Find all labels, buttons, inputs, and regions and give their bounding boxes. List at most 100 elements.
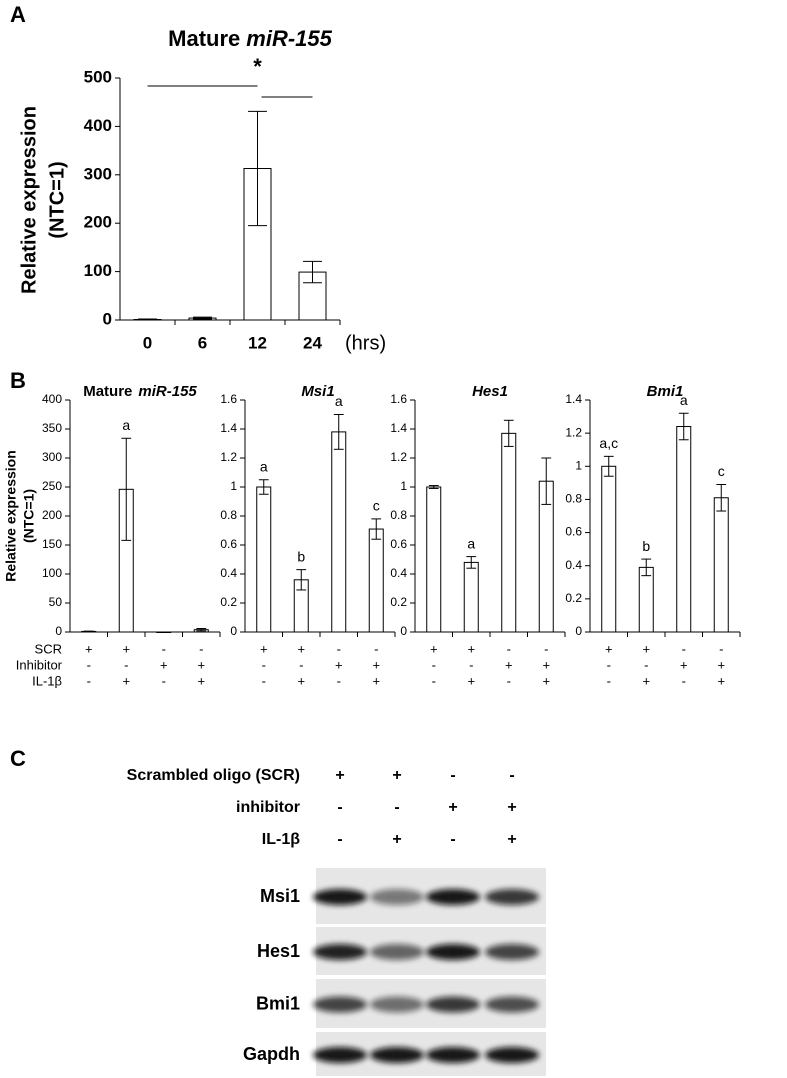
condition-sign: -: [682, 673, 686, 688]
y-tick-label: 350: [42, 421, 62, 435]
condition-sign: -: [469, 657, 473, 672]
y-tick-label: 300: [84, 164, 112, 183]
error-bar: [371, 518, 382, 540]
x-tick-label: 12: [248, 333, 267, 352]
blot-band: [485, 944, 539, 960]
y-tick-label: 1.4: [220, 421, 237, 435]
condition-sign: +: [372, 657, 380, 672]
group-letter: a: [467, 535, 475, 551]
group-letter: a: [122, 417, 130, 433]
condition-label: IL-1β: [32, 673, 62, 688]
title-part: Mature: [83, 383, 132, 400]
blot-band: [485, 996, 539, 1013]
y-tick-label: 0: [103, 309, 112, 328]
condition-sign: -: [682, 641, 686, 656]
chart-title: Msi1: [301, 383, 334, 400]
blot-band: [370, 1047, 424, 1063]
y-tick-label: 0.6: [390, 537, 407, 551]
error-bar: [248, 110, 267, 227]
x-axis-label: (hrs): [345, 332, 386, 354]
y-tick-label: 1.4: [565, 392, 582, 406]
condition-sign: -: [337, 641, 341, 656]
y-axis-label: Relative expression: [3, 450, 19, 582]
y-tick-label: 0.6: [565, 525, 582, 539]
blot-band: [485, 1047, 539, 1063]
condition-sign: -: [507, 673, 511, 688]
bar: [368, 528, 384, 633]
bar: [463, 561, 479, 633]
condition-label: SCR: [35, 641, 62, 656]
error-bar: [603, 455, 614, 477]
condition-sign: -: [124, 657, 128, 672]
blot-condition-sign: -: [394, 799, 399, 816]
condition-sign: -: [299, 657, 303, 672]
blot-band: [370, 889, 424, 905]
condition-sign: -: [87, 657, 91, 672]
y-axis-label: (NTC=1): [21, 489, 37, 543]
blot-band: [426, 944, 480, 960]
blot-condition-sign: +: [335, 767, 344, 784]
y-tick-label: 0.4: [565, 558, 582, 572]
y-tick-label: 0: [230, 624, 237, 638]
condition-sign: +: [542, 657, 550, 672]
panel-label: A: [10, 2, 26, 27]
blot-condition-sign: +: [507, 799, 516, 816]
y-tick-label: 0: [575, 624, 582, 638]
condition-sign: +: [680, 657, 688, 672]
group-letter: b: [297, 548, 305, 564]
y-tick-label: 200: [42, 508, 62, 522]
blot-band: [313, 996, 367, 1013]
y-tick-label: 0.4: [220, 566, 237, 580]
y-tick-label: 0.2: [220, 595, 237, 609]
condition-sign: +: [717, 673, 725, 688]
x-tick-label: 6: [198, 333, 207, 352]
protein-label: Bmi1: [256, 993, 300, 1013]
protein-label: Msi1: [260, 886, 300, 906]
group-letter: c: [373, 498, 380, 514]
blot-condition-label: Scrambled oligo (SCR): [127, 767, 300, 784]
y-tick-label: 500: [84, 67, 112, 86]
group-letter: a,c: [599, 435, 618, 451]
title-part: Hes1: [472, 383, 508, 400]
error-bar: [193, 316, 212, 320]
bar: [331, 431, 347, 633]
blot-band: [426, 996, 480, 1013]
error-bar: [83, 630, 94, 633]
condition-label: Inhibitor: [16, 657, 63, 672]
blot-band: [426, 889, 480, 905]
bar: [256, 486, 272, 633]
y-axis-label: Relative expression: [18, 106, 40, 294]
title-part: miR-155: [246, 26, 332, 51]
y-tick-label: 1: [400, 479, 407, 493]
blot-condition-sign: +: [392, 831, 401, 848]
y-tick-label: 1.6: [390, 392, 407, 406]
error-bar: [678, 412, 689, 441]
error-bar: [296, 569, 307, 591]
condition-sign: +: [605, 641, 613, 656]
y-tick-label: 400: [84, 116, 112, 135]
bar: [638, 566, 654, 633]
condition-sign: +: [505, 657, 513, 672]
title-part: Mature: [168, 26, 240, 51]
condition-sign: -: [262, 657, 266, 672]
condition-sign: +: [297, 641, 305, 656]
y-axis-label: (NTC=1): [46, 161, 68, 238]
y-tick-label: 0: [55, 624, 62, 638]
blot-band: [313, 889, 367, 905]
y-tick-label: 1.2: [565, 425, 582, 439]
y-tick-label: 1.2: [390, 450, 407, 464]
blot-condition-sign: -: [337, 831, 342, 848]
y-tick-label: 0.8: [220, 508, 237, 522]
y-tick-label: 0: [400, 624, 407, 638]
panel-label: C: [10, 746, 26, 771]
condition-sign: -: [432, 673, 436, 688]
y-tick-label: 100: [84, 261, 112, 280]
y-tick-label: 200: [84, 213, 112, 232]
group-letter: a: [260, 458, 268, 474]
y-tick-label: 100: [42, 566, 62, 580]
condition-sign: -: [432, 657, 436, 672]
y-tick-label: 300: [42, 450, 62, 464]
condition-sign: +: [197, 657, 205, 672]
condition-sign: -: [644, 657, 648, 672]
